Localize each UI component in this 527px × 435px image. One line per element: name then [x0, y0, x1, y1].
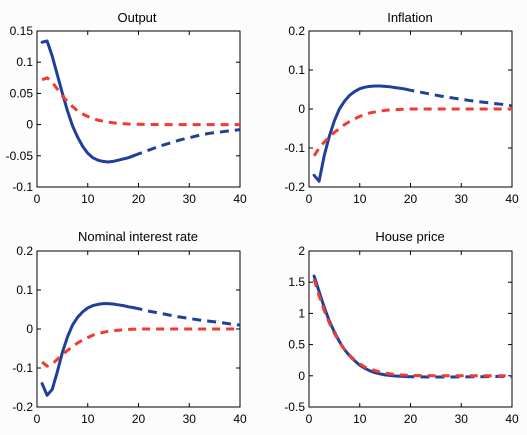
panel-inflation: Inflation 0 10 20 30 40 -0.2 -0.1 0 0.1 0.2 — [284, 10, 519, 206]
panel-title-house-price: House price — [375, 229, 444, 244]
nominal-interest-rate-ytick-label: 0.2 — [16, 244, 33, 258]
inflation-xtick-label: 10 — [353, 192, 367, 206]
panel-title-inflation: Inflation — [387, 10, 433, 25]
output-ytick-label: 0.05 — [10, 86, 34, 100]
output-series-blue-dashed — [132, 128, 241, 158]
inflation-ytick-label: 0 — [298, 102, 305, 116]
panel-title-nominal-interest-rate: Nominal interest rate — [78, 229, 198, 244]
house-price-xtick-label: 10 — [353, 412, 367, 426]
nominal-interest-rate-xtick-label: 0 — [34, 412, 41, 426]
house-price-ytick-label: 1 — [298, 306, 305, 320]
plot-area-nominal-interest-rate — [36, 250, 241, 408]
output-ytick-label: -0.1 — [12, 180, 33, 194]
plot-layer-inflation: 0 10 20 30 40 -0.2 -0.1 0 0.1 0.2 — [284, 24, 519, 206]
inflation-ytick-label: 0.1 — [288, 63, 305, 77]
output-xtick-label: 10 — [81, 192, 95, 206]
inflation-series-blue-dashed — [405, 87, 513, 108]
plot-area-house-price — [308, 250, 513, 408]
nominal-interest-rate-xtick-label: 20 — [132, 412, 146, 426]
inflation-ytick-label: 0.2 — [288, 24, 305, 38]
output-ytick-label: 0 — [26, 118, 33, 132]
inflation-xtick-label: 40 — [505, 192, 519, 206]
output-xtick-label: 40 — [233, 192, 247, 206]
plot-layer-nominal-interest-rate: 0 10 20 30 40 -0.2 -0.1 0 0.1 0.2 — [12, 244, 247, 426]
panel-house-price: House price 0 10 20 30 40-0.500.511.52 — [284, 229, 519, 426]
house-price-ytick-label: 1.5 — [288, 275, 305, 289]
house-price-xtick-label: 30 — [455, 412, 469, 426]
house-price-ytick-label: 0 — [298, 369, 305, 383]
house-price-xtick-label: 0 — [306, 412, 313, 426]
nominal-interest-rate-series-red-dashed — [41, 327, 240, 368]
house-price-ytick-label: 0.5 — [288, 338, 305, 352]
panel-output: Output 0 10 20 30 40 -0.1 -0.05 0 0.05 0.1 0.15 — [6, 10, 247, 206]
inflation-series-blue-solid — [312, 84, 407, 183]
nominal-interest-rate-ytick-label: -0.1 — [12, 361, 33, 375]
plot-area-output — [36, 30, 241, 188]
nominal-interest-rate-xtick-label: 40 — [233, 412, 247, 426]
inflation-xtick-label: 30 — [455, 192, 469, 206]
nominal-interest-rate-ytick-label: -0.2 — [12, 400, 33, 414]
house-price-series-red-dashed — [312, 278, 512, 378]
inflation-series-red-dashed — [312, 107, 512, 157]
output-xtick-label: 30 — [183, 192, 197, 206]
nominal-interest-rate-ytick-label: 0.1 — [16, 283, 33, 297]
output-ytick-label: 0.15 — [10, 24, 34, 38]
plot-layer-output: 0 10 20 30 40 -0.1 -0.05 0 0.05 0.1 0.15 — [6, 24, 247, 206]
nominal-interest-rate-series-blue-dashed — [133, 306, 241, 327]
output-series-blue-solid — [40, 39, 135, 164]
inflation-ytick-label: -0.2 — [284, 180, 305, 194]
inflation-ytick-label: -0.1 — [284, 141, 305, 155]
output-ytick-label: 0.1 — [16, 55, 33, 69]
nominal-interest-rate-xtick-label: 30 — [183, 412, 197, 426]
house-price-xtick-label: 20 — [404, 412, 418, 426]
panel-nominal-interest-rate: Nominal interest rate 0 10 20 30 40-0.2-0.10… — [12, 229, 247, 426]
output-xtick-label: 0 — [34, 192, 41, 206]
house-price-xtick-label: 40 — [505, 412, 519, 426]
nominal-interest-rate-xtick-label: 10 — [81, 412, 95, 426]
output-ytick-label: -0.05 — [6, 149, 34, 163]
nominal-interest-rate-series-blue-solid — [40, 302, 135, 397]
inflation-xtick-label: 0 — [306, 192, 313, 206]
house-price-ytick-label: -0.5 — [284, 400, 305, 414]
house-price-ytick-label: 2 — [298, 244, 305, 258]
nominal-interest-rate-ytick-label: 0 — [26, 322, 33, 336]
output-xtick-label: 20 — [132, 192, 146, 206]
panel-title-output: Output — [117, 10, 156, 25]
plot-layer-house-price: 0 10 20 30 40-0.500.511.52 — [284, 244, 519, 426]
inflation-xtick-label: 20 — [404, 192, 418, 206]
